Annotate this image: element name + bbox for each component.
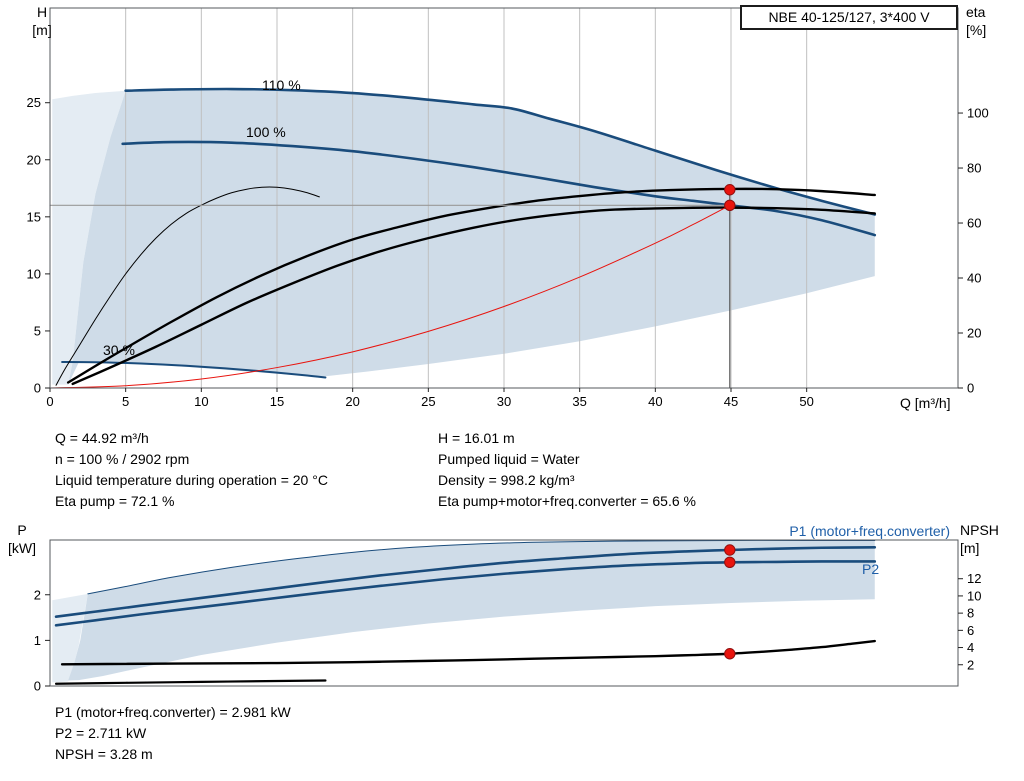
tick-label: 15	[270, 394, 284, 409]
tick-label: 20	[345, 394, 359, 409]
series-eta-curve-reduced-speed	[55, 186, 320, 386]
duty-point-eta[interactable]	[724, 184, 736, 196]
tick-label: 1	[34, 633, 41, 648]
npsh-axis-unit: [m]	[960, 540, 980, 556]
pump-title-box: NBE 40-125/127, 3*400 V	[740, 5, 958, 30]
info-line-eta-total: Eta pump+motor+freq.converter = 65.6 %	[438, 493, 696, 509]
tick-label: 50	[799, 394, 813, 409]
duty-point-npsh[interactable]	[724, 648, 736, 660]
h-axis-unit: [m]	[32, 22, 52, 38]
series-p-min-curve	[54, 679, 327, 685]
speed-100-label: 100 %	[246, 124, 286, 140]
tick-label: 20	[967, 326, 981, 341]
h-axis-title: H [m]	[18, 3, 66, 39]
p-axis-symbol: P	[17, 522, 27, 538]
tick-label: 30	[497, 394, 511, 409]
p1-curve-label: P1 (motor+freq.converter)	[789, 523, 950, 539]
info-line-density: Density = 998.2 kg/m³	[438, 472, 575, 488]
tick-label: 25	[27, 95, 41, 110]
tick-label: 0	[46, 394, 53, 409]
tick-label: 40	[967, 271, 981, 286]
info-line-n: n = 100 % / 2902 rpm	[55, 451, 190, 467]
duty-info-left: Q = 44.92 m³/h n = 100 % / 2902 rpm Liqu…	[55, 428, 328, 512]
p-axis-title: P [kW]	[0, 521, 44, 557]
duty-point-p1[interactable]	[724, 544, 736, 556]
tick-label: 40	[648, 394, 662, 409]
tick-label: 20	[27, 152, 41, 167]
series-p2-curve	[54, 560, 877, 627]
series-envelope-light	[52, 90, 126, 385]
chart-qh: 0 5 10 15 20 25 30 35 40 45 50 0 5 10 15 20 25 0 20 40 60 80 1…	[27, 7, 989, 409]
speed-110-label: 110 %	[262, 77, 301, 93]
tick-label: 10	[194, 394, 208, 409]
tick-label: 2	[967, 657, 974, 672]
result-line-p1: P1 (motor+freq.converter) = 2.981 kW	[55, 704, 291, 720]
tick-label: 10	[27, 266, 41, 281]
duty-info-right: H = 16.01 m Pumped liquid = Water Densit…	[438, 428, 696, 512]
series-envelope	[68, 89, 875, 385]
tick-label: 5	[122, 394, 129, 409]
tick-label: 10	[967, 588, 981, 603]
npsh-axis-title: NPSH [m]	[960, 521, 1016, 557]
result-panel: P1 (motor+freq.converter) = 2.981 kW P2 …	[55, 702, 291, 765]
info-line-eta-pump: Eta pump = 72.1 %	[55, 493, 175, 509]
series-npsh-curve	[60, 639, 876, 666]
tick-label: 8	[967, 606, 974, 621]
series-control-curve	[49, 204, 731, 389]
tick-label: 60	[967, 216, 981, 231]
result-line-p2: P2 = 2.711 kW	[55, 725, 147, 741]
p2-curve-label: P2	[862, 561, 880, 577]
duty-point-p2[interactable]	[724, 556, 736, 569]
info-line-temp: Liquid temperature during operation = 20…	[55, 472, 328, 488]
h-axis-symbol: H	[36, 4, 48, 20]
tick-label: 0	[34, 679, 41, 694]
tick-label: 4	[967, 640, 974, 655]
speed-30-label: 30 %	[103, 342, 135, 358]
info-line-q: Q = 44.92 m³/h	[55, 430, 149, 446]
tick-label: 0	[34, 381, 41, 396]
tick-label: 45	[724, 394, 738, 409]
p-axis-unit: [kW]	[8, 540, 36, 556]
result-line-npsh: NPSH = 3.28 m	[55, 746, 153, 762]
tick-label: 15	[27, 209, 41, 224]
series-power-envelope	[68, 540, 875, 681]
tick-label: 5	[34, 323, 41, 338]
tick-label: 80	[967, 161, 981, 176]
info-line-h: H = 16.01 m	[438, 430, 515, 446]
tick-label: 100	[967, 106, 989, 121]
npsh-axis-symbol: NPSH	[960, 522, 999, 538]
tick-label: 0	[967, 381, 974, 396]
series-speed-curve-30	[61, 360, 327, 379]
eta-axis-symbol: eta	[966, 4, 986, 20]
tick-label: 2	[34, 587, 41, 602]
tick-label: 35	[572, 394, 586, 409]
series-speed-curve-100	[121, 140, 877, 237]
series-p1-curve	[54, 546, 877, 618]
q-axis-title: Q [m³/h]	[900, 395, 951, 411]
eta-axis-title: eta [%]	[966, 3, 1018, 39]
info-line-liquid: Pumped liquid = Water	[438, 451, 580, 467]
tick-label: 25	[421, 394, 435, 409]
series-speed-curve-110	[124, 87, 877, 216]
tick-label: 12	[967, 571, 981, 586]
eta-axis-unit: [%]	[966, 22, 987, 38]
duty-point-qh[interactable]	[724, 199, 736, 212]
tick-label: 6	[967, 623, 974, 638]
